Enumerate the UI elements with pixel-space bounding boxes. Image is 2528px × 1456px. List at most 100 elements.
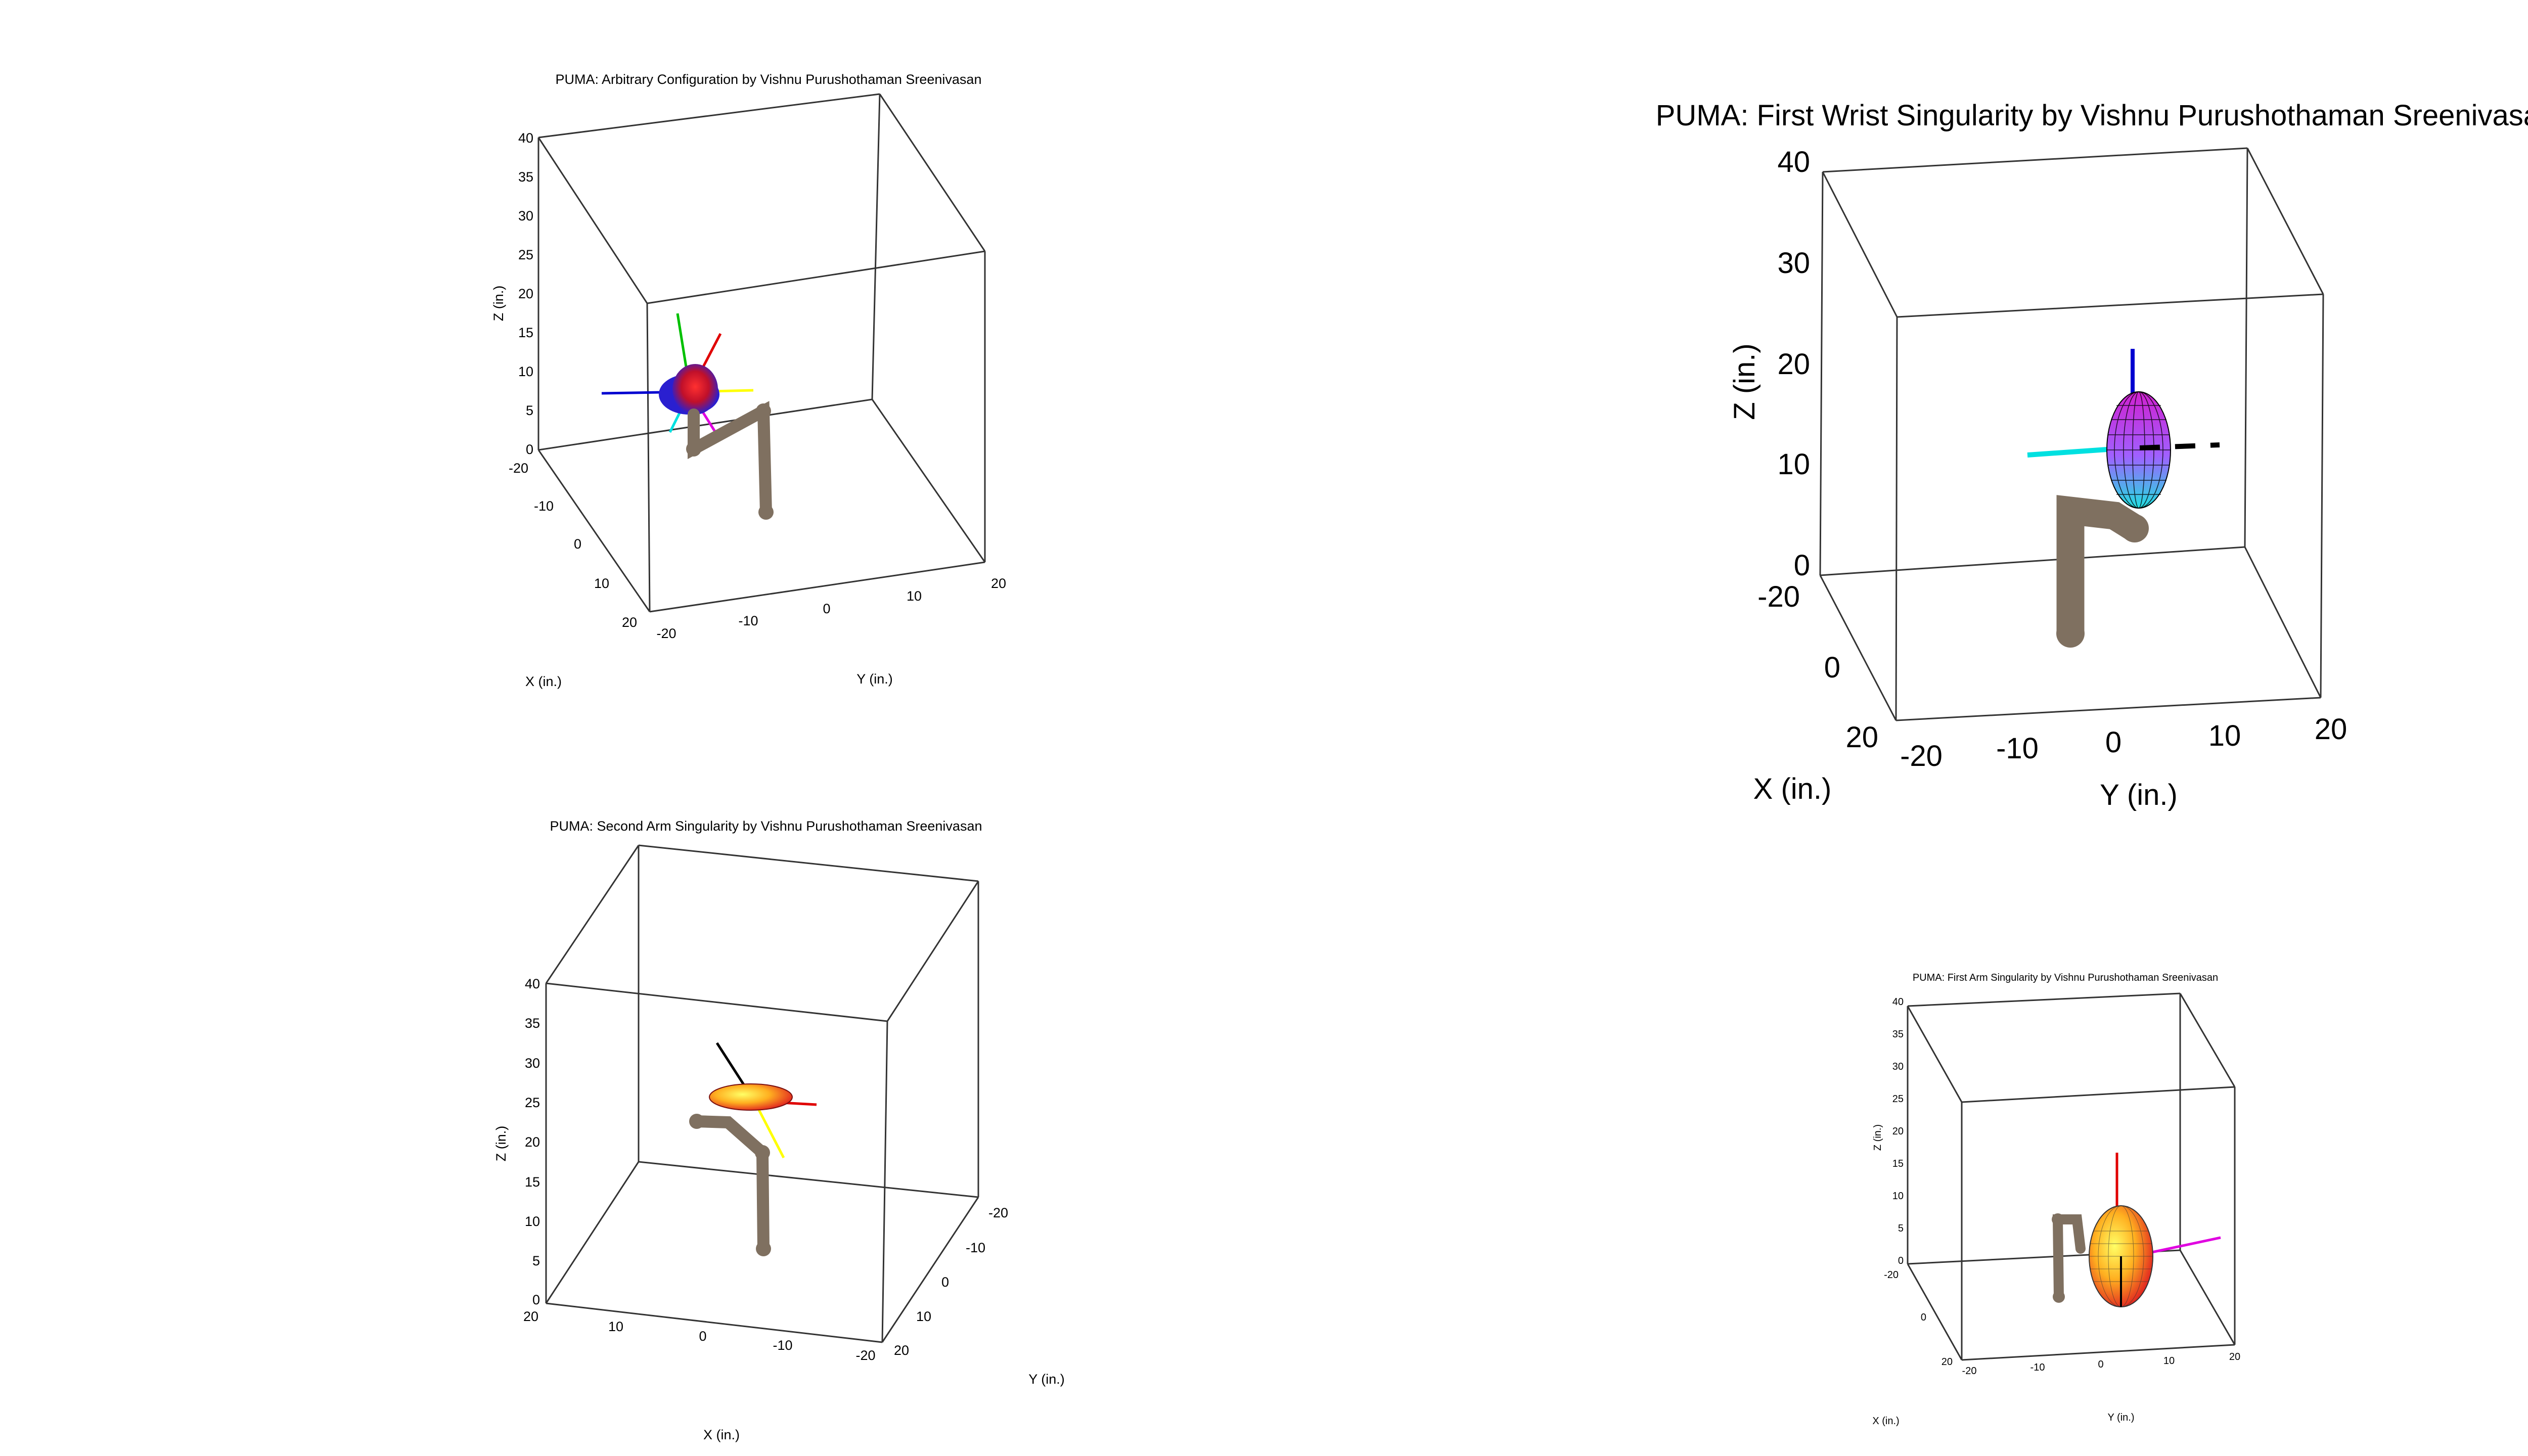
x-tick-labels: -20 -10 0 10 20: [509, 461, 637, 630]
x-tick: -20: [1757, 580, 1800, 613]
robot-arm: [2052, 1213, 2086, 1303]
z-tick: 30: [525, 1056, 540, 1071]
y-tick: 10: [907, 588, 922, 604]
z-tick: 0: [1794, 549, 1810, 582]
x-tick: 0: [1824, 651, 1840, 684]
z-tick: 25: [525, 1095, 540, 1110]
robot-joint: [755, 1145, 770, 1160]
y-tick: 10: [2163, 1355, 2175, 1367]
x-tick: 0: [699, 1329, 706, 1344]
robot-joint: [689, 1114, 704, 1129]
x-tick: -20: [1884, 1269, 1899, 1281]
z-tick: 10: [1892, 1191, 1904, 1202]
panel-title: PUMA: Second Arm Singularity by Vishnu P…: [550, 818, 982, 834]
panel-title: PUMA: First Arm Singularity by Vishnu Pu…: [1913, 972, 2218, 983]
robot-base-joint: [2053, 1291, 2065, 1303]
robot-links: [688, 401, 772, 518]
z-tick: 40: [518, 130, 533, 146]
y-tick-labels: -20 -10 0 10 20: [894, 1205, 1008, 1358]
z-axis-label: Z (in.): [493, 1126, 509, 1162]
z-tick-labels: 40 35 30 25 20 15 10 5 0: [1892, 996, 1904, 1266]
panel-second-arm-singularity: PUMA: Second Arm Singularity by Vishnu P…: [493, 818, 1065, 1442]
x-axis-label: X (in.): [1753, 772, 1832, 805]
z-axis-label: Z (in.): [1872, 1124, 1883, 1151]
robot-arm: [689, 1114, 771, 1256]
z-axis-label: Z (in.): [1728, 343, 1761, 420]
y-tick: 20: [894, 1343, 909, 1358]
panel-title: PUMA: Arbitrary Configuration by Vishnu …: [556, 72, 982, 87]
z-tick: 20: [518, 286, 533, 301]
z-tick: 20: [1777, 348, 1810, 381]
frame-axis-yellow: [753, 1100, 785, 1159]
y-tick: 20: [2315, 713, 2348, 746]
y-tick-labels: -20 -10 0 10 20: [1900, 713, 2347, 772]
z-tick: 5: [532, 1253, 540, 1268]
z-tick: 10: [525, 1214, 540, 1229]
z-tick: 20: [525, 1134, 540, 1150]
x-tick: 20: [523, 1309, 538, 1324]
robot-base-joint: [758, 505, 774, 520]
z-tick: 30: [518, 208, 533, 223]
robot-joint: [2052, 1213, 2064, 1225]
y-tick: 0: [2105, 726, 2121, 759]
robot-links: [2052, 1214, 2086, 1302]
y-tick: -20: [656, 626, 676, 641]
z-axis-label: Z (in.): [491, 286, 506, 322]
x-tick: 10: [608, 1319, 623, 1334]
z-tick: 0: [1898, 1255, 1904, 1266]
z-tick: 35: [518, 169, 533, 185]
z-tick: 20: [1892, 1126, 1904, 1137]
z-tick: 5: [1898, 1223, 1904, 1234]
x-axis-label: X (in.): [703, 1427, 740, 1442]
z-tick-labels: 40 30 20 10 0: [1777, 146, 1810, 582]
x-tick: 0: [1921, 1312, 1926, 1323]
manipulability-ellipsoid: [2089, 1205, 2153, 1307]
y-tick: -20: [1962, 1366, 1977, 1377]
y-tick: 0: [941, 1275, 949, 1290]
robot-arm: [686, 401, 774, 520]
z-tick-labels: 40 35 30 25 20 15 10 5 0: [518, 130, 533, 457]
robot-joint: [756, 403, 771, 419]
z-tick: 40: [1777, 146, 1810, 178]
y-tick: 0: [823, 601, 830, 616]
y-tick: 20: [991, 576, 1006, 591]
z-tick: 25: [1892, 1094, 1904, 1105]
x-tick: 0: [574, 536, 581, 552]
z-tick: 15: [518, 325, 533, 340]
x-tick: 20: [1942, 1356, 1953, 1368]
robot-joint: [2120, 514, 2149, 542]
robot-links: [691, 1115, 770, 1255]
axes-box: [1907, 992, 2236, 1361]
z-tick: 30: [1777, 247, 1810, 280]
z-tick: 10: [518, 364, 533, 379]
y-tick: 20: [2229, 1351, 2240, 1362]
panel-arbitrary-configuration: PUMA: Arbitrary Configuration by Vishnu …: [491, 72, 1006, 689]
z-tick: 0: [532, 1292, 540, 1307]
axes-box: [1819, 147, 2324, 721]
x-tick: -10: [534, 498, 554, 514]
y-tick: 10: [2208, 719, 2241, 752]
y-tick: -20: [1900, 740, 1943, 772]
x-axis-label: X (in.): [525, 674, 562, 689]
x-tick: 20: [1845, 721, 1878, 754]
axes-box: [537, 93, 986, 613]
y-tick: -20: [988, 1205, 1008, 1220]
z-tick: 0: [526, 442, 533, 457]
x-tick: 10: [594, 576, 609, 591]
robot-joint: [686, 441, 701, 457]
z-tick: 15: [1892, 1158, 1904, 1169]
z-tick: 5: [526, 403, 533, 418]
x-axis-label: X (in.): [1872, 1416, 1899, 1427]
robot-base-joint: [756, 1241, 771, 1256]
axes-box: [545, 844, 979, 1343]
z-tick: 35: [1892, 1029, 1904, 1040]
z-tick: 15: [525, 1174, 540, 1190]
robot-base-joint: [2056, 619, 2085, 648]
manipulability-ellipsoid: [2106, 391, 2171, 509]
x-tick: -10: [773, 1338, 792, 1353]
x-tick-labels: 20 10 0 -10 -20: [523, 1309, 876, 1363]
coordinate-frame-axes: [601, 313, 754, 433]
z-tick-labels: 40 35 30 25 20 15 10 5 0: [525, 976, 540, 1307]
manipulability-ellipsoid: [672, 364, 718, 415]
y-axis-label: Y (in.): [2108, 1412, 2135, 1423]
